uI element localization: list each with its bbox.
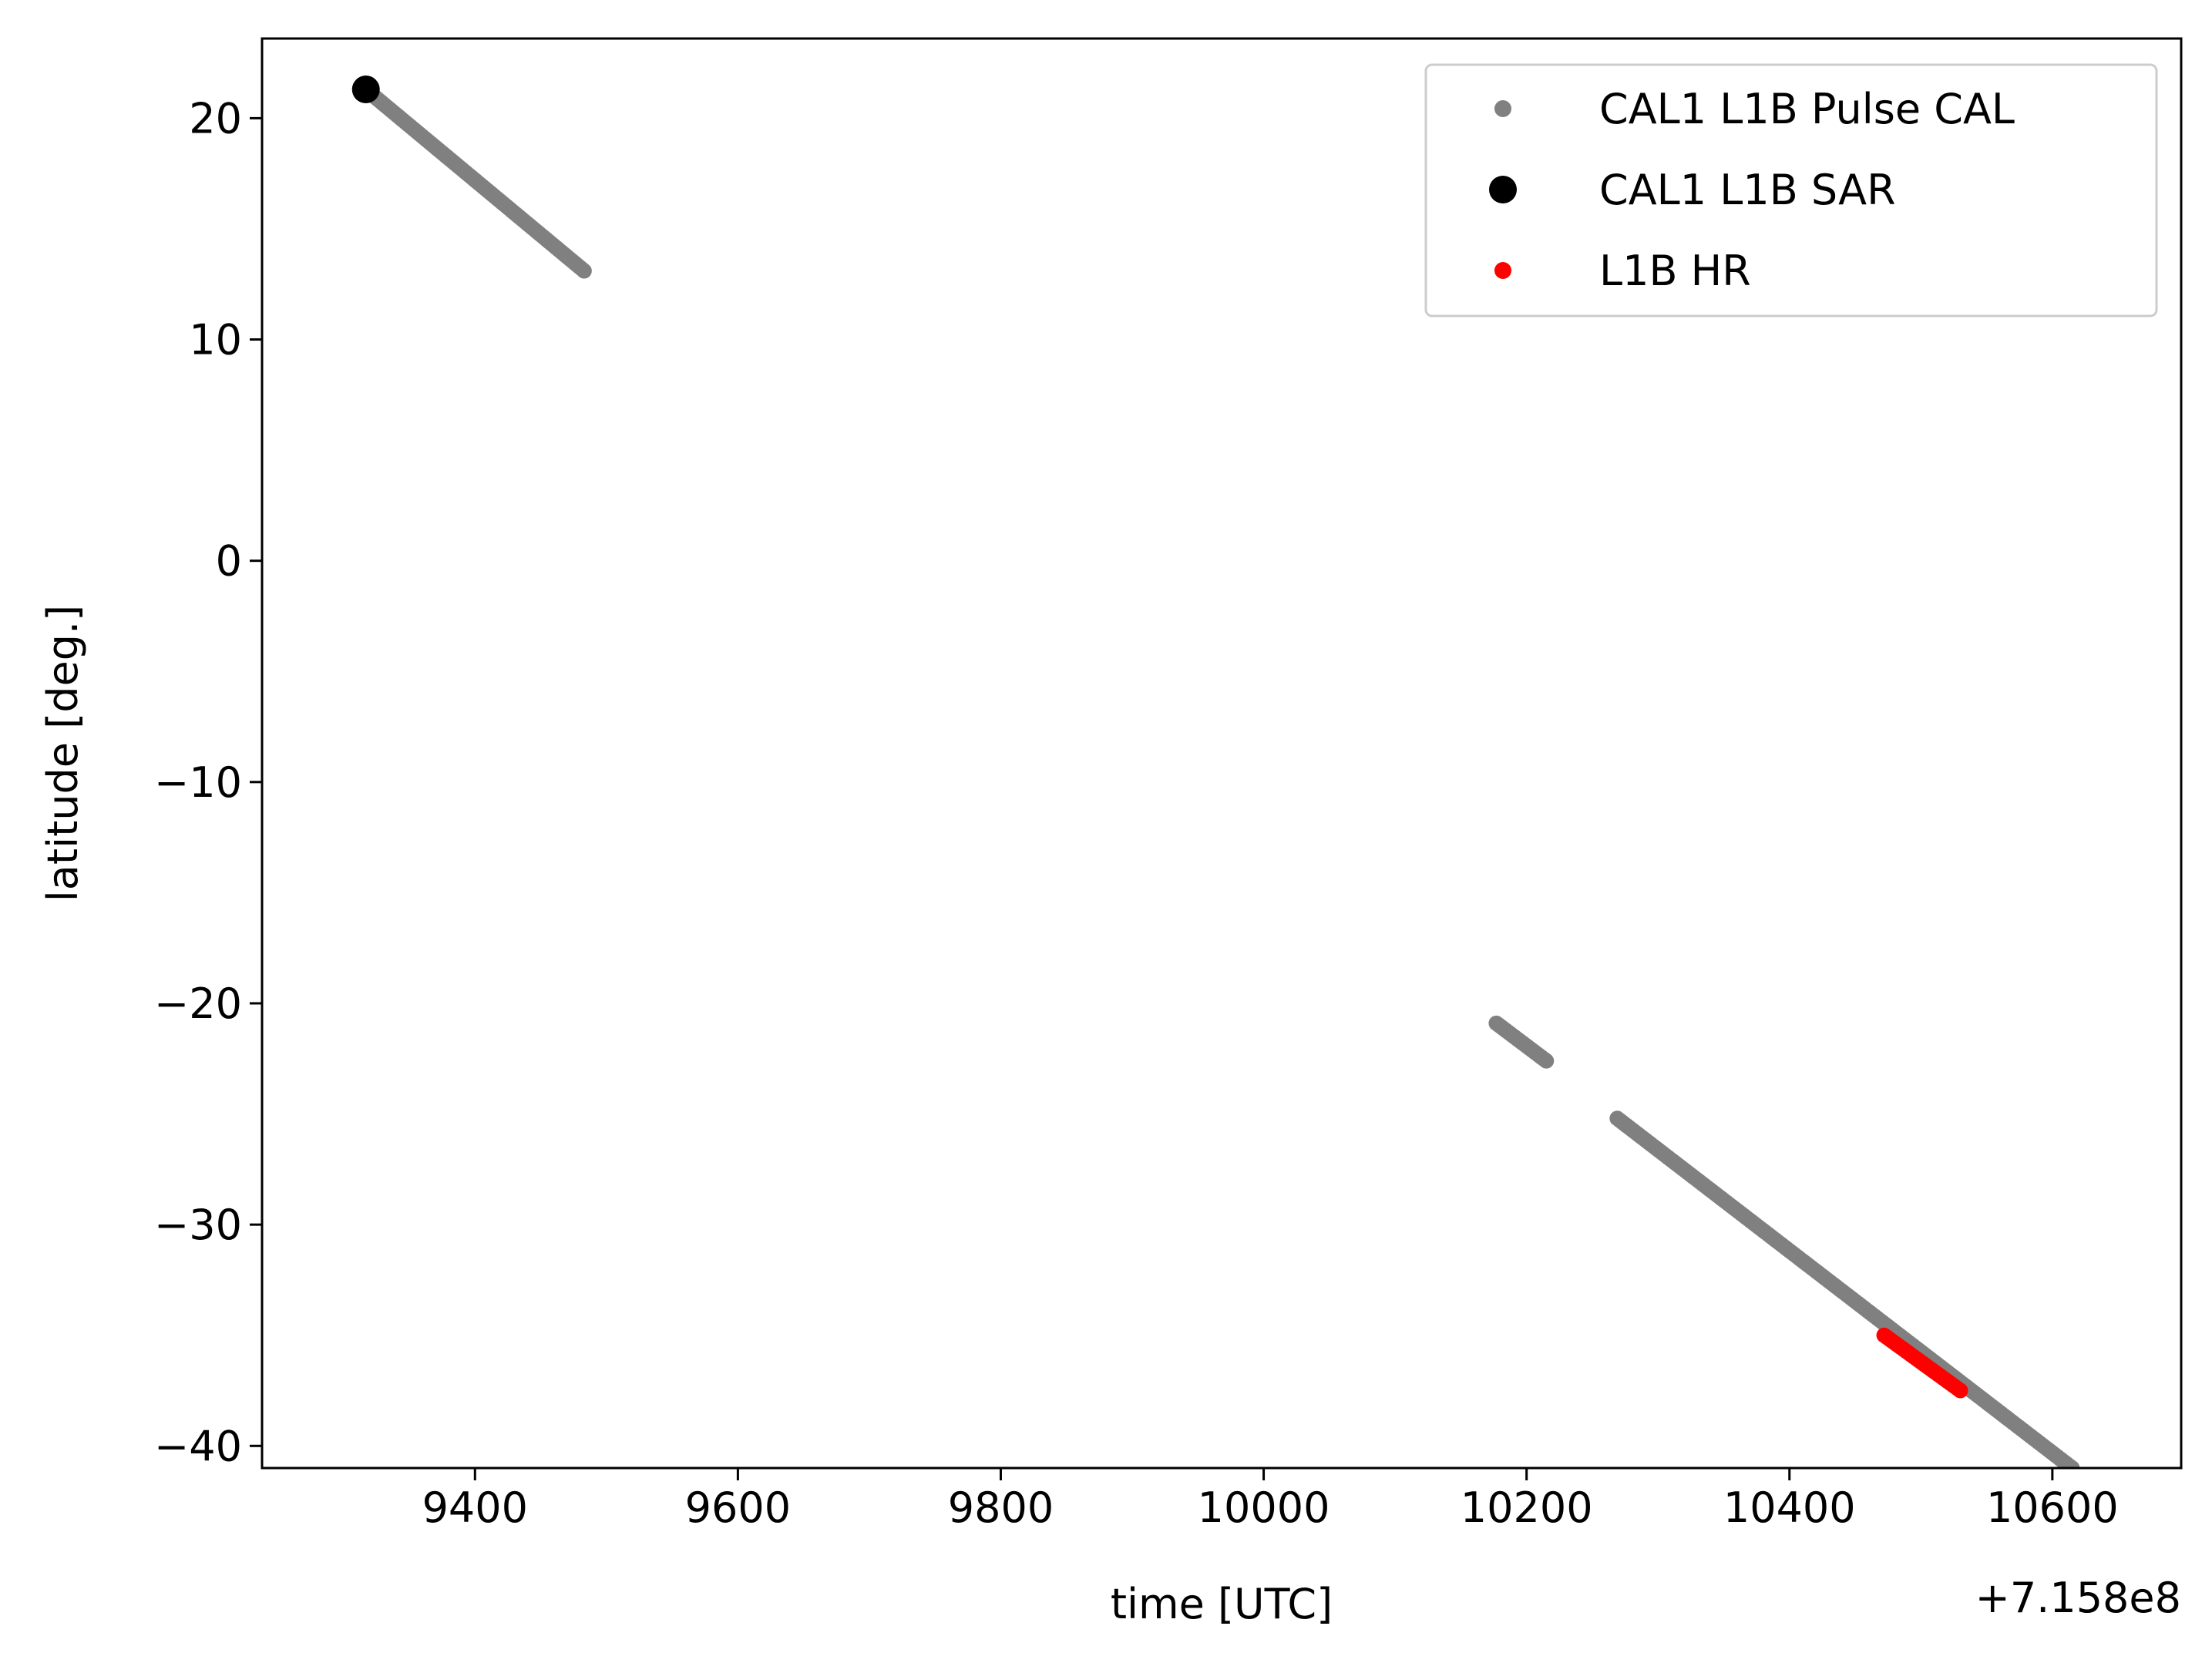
- y-tick-label: 20: [189, 94, 242, 143]
- data-point: [576, 263, 592, 279]
- x-tick-label: 9800: [948, 1483, 1054, 1532]
- data-point: [1538, 1053, 1555, 1069]
- x-axis-label: time [UTC]: [1111, 1580, 1333, 1628]
- legend-label: L1B HR: [1599, 247, 1751, 295]
- y-tick-label: 10: [189, 316, 242, 365]
- x-tick-label: 10000: [1198, 1483, 1330, 1532]
- y-axis-ticks: 20 10 0 −10 −20 −30 −40: [154, 94, 262, 1470]
- legend-marker: [1494, 100, 1511, 117]
- x-tick-label: 10200: [1461, 1483, 1593, 1532]
- y-tick-label: 0: [216, 537, 242, 586]
- legend-marker: [1494, 262, 1511, 279]
- x-tick-label: 10400: [1723, 1483, 1856, 1532]
- data-layer: [351, 76, 2080, 1468]
- x-tick-label: 9600: [685, 1483, 791, 1532]
- legend-marker: [1489, 176, 1517, 203]
- series-2: [1876, 1327, 1968, 1399]
- y-tick-label: −40: [154, 1422, 242, 1470]
- plot-frame: [261, 37, 2183, 1470]
- data-point: [1952, 1382, 1968, 1399]
- data-point: [2064, 1460, 2080, 1468]
- x-tick-label: 10600: [1986, 1483, 2119, 1532]
- legend-box: [1424, 63, 2158, 317]
- data-point: [351, 76, 380, 104]
- legend-label: CAL1 L1B Pulse CAL: [1599, 85, 2015, 133]
- x-tick-label: 9400: [422, 1483, 528, 1532]
- y-tick-label: −30: [154, 1201, 242, 1249]
- legend-label: CAL1 L1B SAR: [1599, 166, 1896, 214]
- plot-marks: [351, 76, 2080, 1468]
- y-tick-label: −20: [154, 979, 242, 1028]
- y-axis-label: latitude [deg.]: [39, 605, 87, 902]
- series-1: [351, 76, 380, 104]
- x-axis-offset-label: +7.158e8: [1975, 1574, 2181, 1622]
- y-tick-label: −10: [154, 758, 242, 807]
- x-axis-ticks: 9400 9600 9800 10000 10200 10400 10600: [422, 1468, 2119, 1532]
- legend: CAL1 L1B Pulse CAL CAL1 L1B SAR L1B HR: [1424, 63, 2158, 317]
